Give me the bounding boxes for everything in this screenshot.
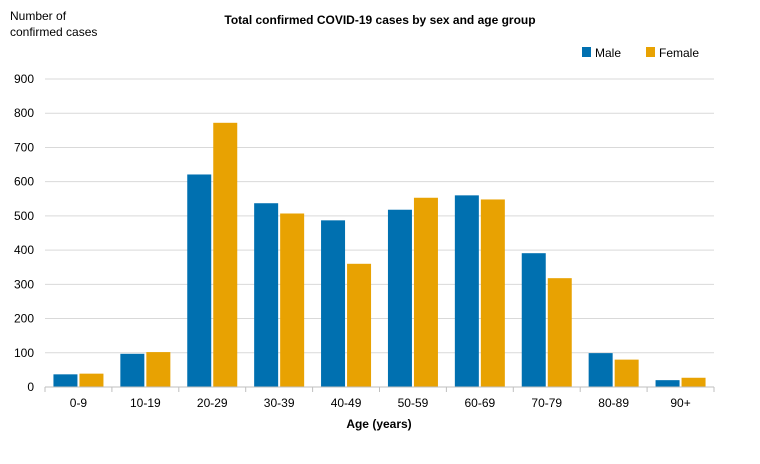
bar-male-40-49: [321, 220, 346, 387]
bars: [53, 122, 706, 387]
y-tick-label: 900: [14, 72, 34, 86]
y-tick-label: 300: [14, 277, 34, 291]
legend-label-male: Male: [595, 46, 621, 60]
legend-swatch-male: [582, 47, 591, 57]
y-tick-label: 700: [14, 140, 34, 154]
bar-male-90+: [655, 380, 680, 387]
y-tick-label: 500: [14, 209, 34, 223]
bar-female-0-9: [79, 373, 104, 387]
bar-female-20-29: [213, 122, 238, 387]
legend-label-female: Female: [659, 46, 699, 60]
y-tick-label: 800: [14, 106, 34, 120]
x-tick-label: 30-39: [264, 396, 295, 410]
bar-male-50-59: [387, 209, 412, 387]
legend-swatch-female: [646, 47, 655, 57]
bar-male-60-69: [454, 195, 479, 387]
bar-male-0-9: [53, 374, 78, 387]
bar-male-30-39: [254, 203, 279, 387]
grid: [45, 78, 714, 354]
bar-male-70-79: [521, 253, 546, 387]
x-tick-label: 50-59: [398, 396, 429, 410]
y-tick-label: 100: [14, 346, 34, 360]
legend: Male Female: [582, 46, 699, 60]
x-tick-label: 70-79: [531, 396, 562, 410]
bar-male-80-89: [588, 353, 613, 387]
x-tick-label: 10-19: [130, 396, 161, 410]
y-tick-label: 400: [14, 243, 34, 257]
y-tick-label: 0: [27, 380, 34, 394]
x-axis-label: Age (years): [346, 417, 411, 431]
bar-female-80-89: [614, 359, 639, 387]
bar-female-90+: [681, 377, 706, 387]
x-tick-label: 80-89: [598, 396, 629, 410]
chart-title: Total confirmed COVID-19 cases by sex an…: [224, 13, 535, 27]
bar-female-40-49: [347, 263, 372, 387]
bar-female-10-19: [146, 352, 171, 387]
bar-female-60-69: [480, 199, 505, 387]
x-axis: 0-9 10-19 20-29 30-39 40-49 50-59 60-69 70-79 80…: [44, 386, 715, 410]
x-tick-label: 20-29: [197, 396, 228, 410]
x-tick-label: 40-49: [331, 396, 362, 410]
bar-female-30-39: [280, 213, 305, 387]
x-tick-label: 60-69: [464, 396, 495, 410]
y-axis-label-line-2: confirmed cases: [10, 25, 97, 39]
y-tick-label: 200: [14, 312, 34, 326]
y-axis-label-line-1: Number of: [10, 9, 67, 23]
x-tick-label: 0-9: [70, 396, 88, 410]
bar-male-20-29: [187, 174, 212, 387]
bar-female-70-79: [547, 278, 572, 387]
bar-female-50-59: [413, 197, 438, 387]
x-tick-label: 90+: [670, 396, 690, 410]
bar-male-10-19: [120, 353, 145, 387]
y-axis: 0 100 200 300 400 500 600 700 800 900: [14, 72, 34, 394]
y-tick-label: 600: [14, 175, 34, 189]
